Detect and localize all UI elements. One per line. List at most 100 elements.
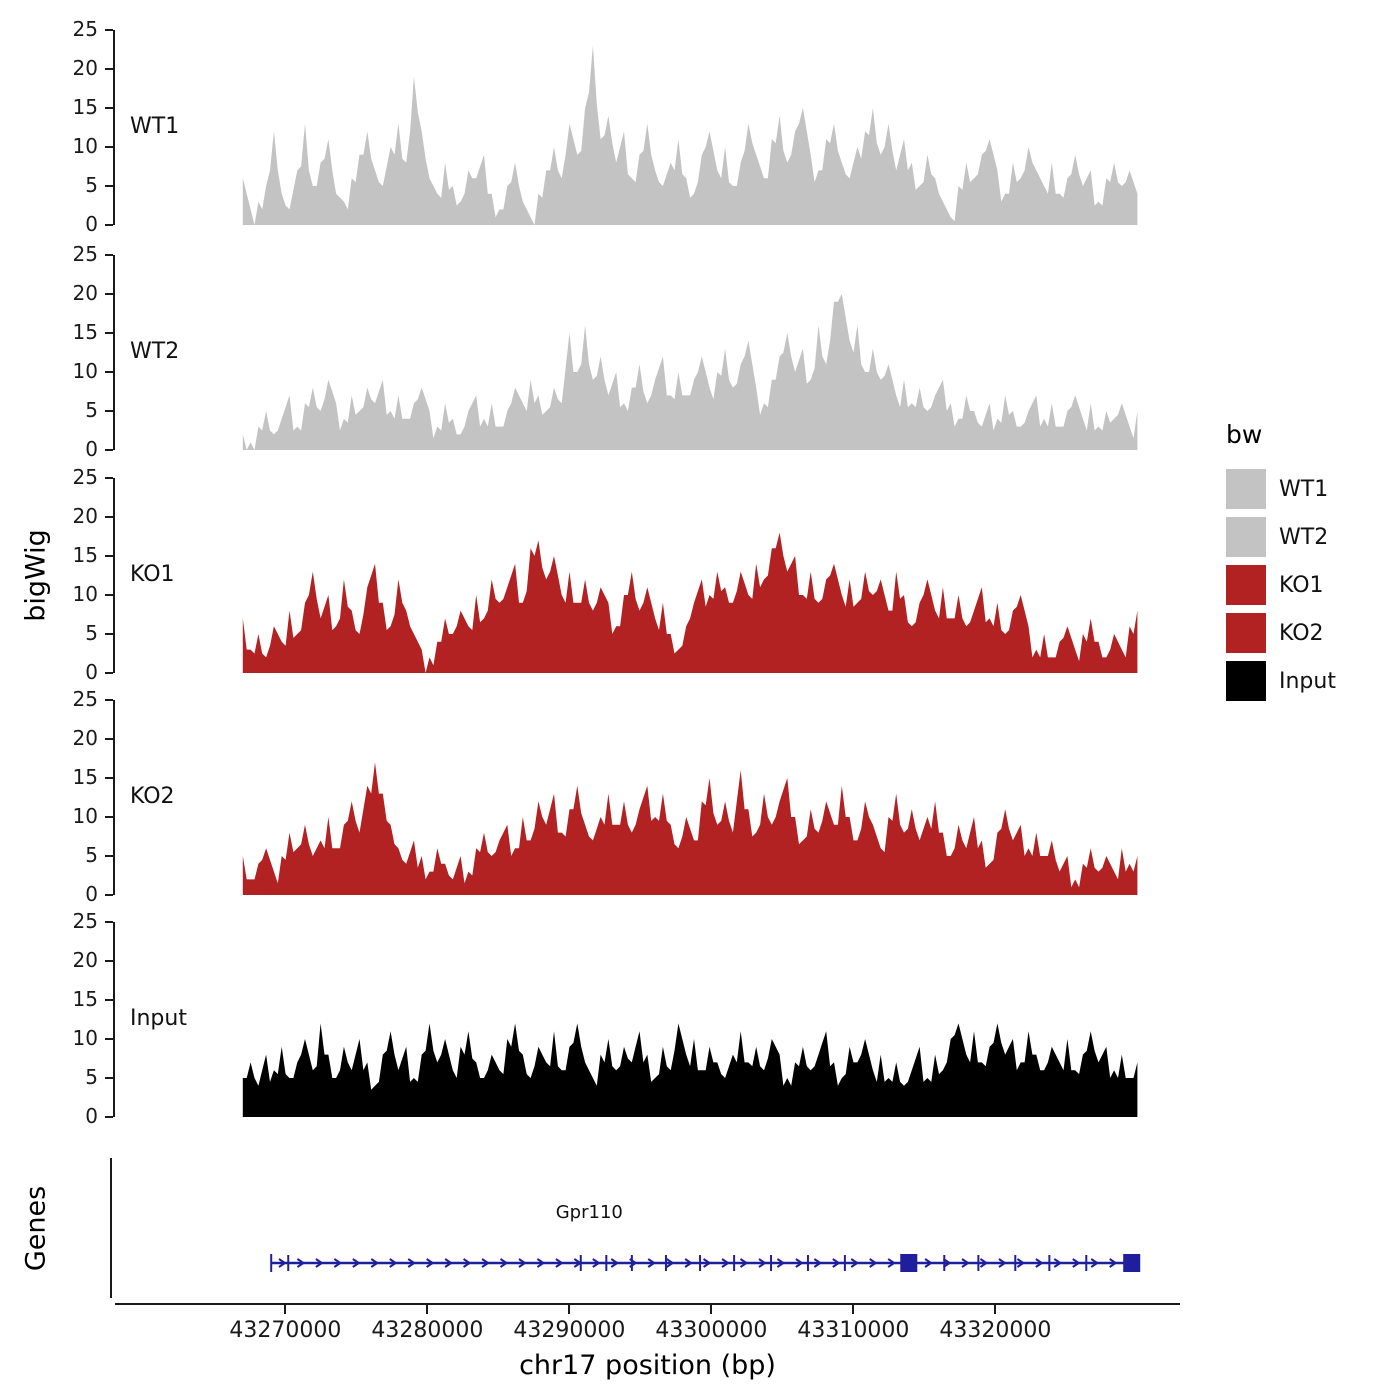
y-tick-label: 20 <box>72 56 98 80</box>
x-tick-label: 43320000 <box>939 1318 1052 1343</box>
y-tick-mark <box>105 960 113 962</box>
coverage-area-wt2 <box>242 294 1138 450</box>
y-tick-label: 5 <box>85 843 98 867</box>
legend-entries: WT1 WT2 KO1 KO2 Input <box>1226 465 1336 705</box>
y-tick-mark <box>105 921 113 923</box>
y-tick-mark <box>105 146 113 148</box>
y-tick-mark <box>105 516 113 518</box>
track-panel-input: Input 0 5 10 15 20 25 <box>0 910 1180 1127</box>
y-tick-mark <box>105 293 113 295</box>
legend-entry: KO2 <box>1226 609 1336 657</box>
x-tick-mark <box>710 1305 713 1314</box>
track-label-ko2: KO2 <box>130 784 175 809</box>
y-tick-mark <box>105 254 113 256</box>
y-tick-mark <box>105 672 113 674</box>
coverage-area-wt1 <box>242 45 1138 225</box>
y-tick-label: 10 <box>72 804 98 828</box>
y-tick-mark <box>105 816 113 818</box>
y-tick-mark <box>105 224 113 226</box>
y-tick-mark <box>105 107 113 109</box>
legend-entry: Input <box>1226 657 1336 705</box>
legend-label: Input <box>1279 668 1336 694</box>
coverage-area-ko2 <box>242 762 1138 895</box>
y-tick-label: 20 <box>72 948 98 972</box>
coverage-area-ko1 <box>242 532 1138 673</box>
x-tick-mark <box>426 1305 429 1314</box>
x-tick-label: 43290000 <box>513 1318 626 1343</box>
y-tick-label: 5 <box>85 173 98 197</box>
legend-label: WT1 <box>1279 476 1329 502</box>
track-panel-ko2: KO2 0 5 10 15 20 25 <box>0 688 1180 905</box>
y-tick-mark <box>105 185 113 187</box>
legend-label: KO2 <box>1279 620 1324 646</box>
y-tick-label: 0 <box>85 660 98 684</box>
y-tick-label: 10 <box>72 1026 98 1050</box>
coverage-area-input <box>242 1023 1138 1117</box>
legend-swatch <box>1226 469 1266 509</box>
y-axis-line <box>113 922 115 1117</box>
y-tick-label: 25 <box>72 909 98 933</box>
y-tick-label: 15 <box>72 543 98 567</box>
track-panel-wt2: WT2 0 5 10 15 20 25 <box>0 243 1180 460</box>
legend-title: bw <box>1226 420 1263 449</box>
y-tick-mark <box>105 332 113 334</box>
gene-name-label: Gpr110 <box>555 1202 623 1223</box>
x-tick-label: 43300000 <box>655 1318 768 1343</box>
y-tick-label: 0 <box>85 1104 98 1128</box>
legend-label: WT2 <box>1279 524 1329 550</box>
y-tick-label: 5 <box>85 1065 98 1089</box>
x-tick-mark <box>994 1305 997 1314</box>
y-tick-mark <box>105 855 113 857</box>
y-tick-mark <box>105 1038 113 1040</box>
y-tick-mark <box>105 633 113 635</box>
y-tick-mark <box>105 1077 113 1079</box>
y-tick-label: 15 <box>72 987 98 1011</box>
y-tick-mark <box>105 699 113 701</box>
legend-entry: WT2 <box>1226 513 1336 561</box>
x-tick-mark <box>852 1305 855 1314</box>
y-tick-label: 25 <box>72 242 98 266</box>
y-tick-mark <box>105 894 113 896</box>
legend-swatch <box>1226 613 1266 653</box>
legend-swatch <box>1226 517 1266 557</box>
x-tick-label: 43310000 <box>797 1318 910 1343</box>
y-tick-label: 5 <box>85 398 98 422</box>
x-tick-mark <box>284 1305 287 1314</box>
y-tick-mark <box>105 410 113 412</box>
x-tick-label: 43270000 <box>229 1318 342 1343</box>
track-label-wt2: WT2 <box>130 339 180 364</box>
x-axis-line <box>115 1303 1180 1305</box>
genes-panel: Gpr110 <box>0 1158 1180 1298</box>
y-tick-mark <box>105 555 113 557</box>
y-tick-label: 25 <box>72 465 98 489</box>
gene-model <box>270 1254 1141 1272</box>
y-tick-label: 15 <box>72 95 98 119</box>
y-tick-label: 20 <box>72 281 98 305</box>
track-label-input: Input <box>130 1006 187 1031</box>
track-label-wt1: WT1 <box>130 114 180 139</box>
legend-label: KO1 <box>1279 572 1324 598</box>
y-tick-label: 20 <box>72 504 98 528</box>
track-panel-wt1: WT1 0 5 10 15 20 25 <box>0 18 1180 235</box>
y-tick-label: 20 <box>72 726 98 750</box>
track-panel-ko1: KO1 0 5 10 15 20 25 <box>0 466 1180 683</box>
y-tick-mark <box>105 777 113 779</box>
y-axis-line <box>113 30 115 225</box>
legend-entry: WT1 <box>1226 465 1336 513</box>
y-tick-label: 25 <box>72 687 98 711</box>
y-axis-line <box>113 700 115 895</box>
y-tick-mark <box>105 68 113 70</box>
y-tick-label: 0 <box>85 882 98 906</box>
y-tick-label: 10 <box>72 134 98 158</box>
y-axis-line <box>113 255 115 450</box>
y-tick-label: 10 <box>72 359 98 383</box>
y-tick-mark <box>105 738 113 740</box>
y-tick-mark <box>105 449 113 451</box>
legend-entry: KO1 <box>1226 561 1336 609</box>
y-tick-label: 10 <box>72 582 98 606</box>
track-label-ko1: KO1 <box>130 562 175 587</box>
y-axis-line <box>113 478 115 673</box>
y-tick-mark <box>105 594 113 596</box>
y-tick-mark <box>105 999 113 1001</box>
